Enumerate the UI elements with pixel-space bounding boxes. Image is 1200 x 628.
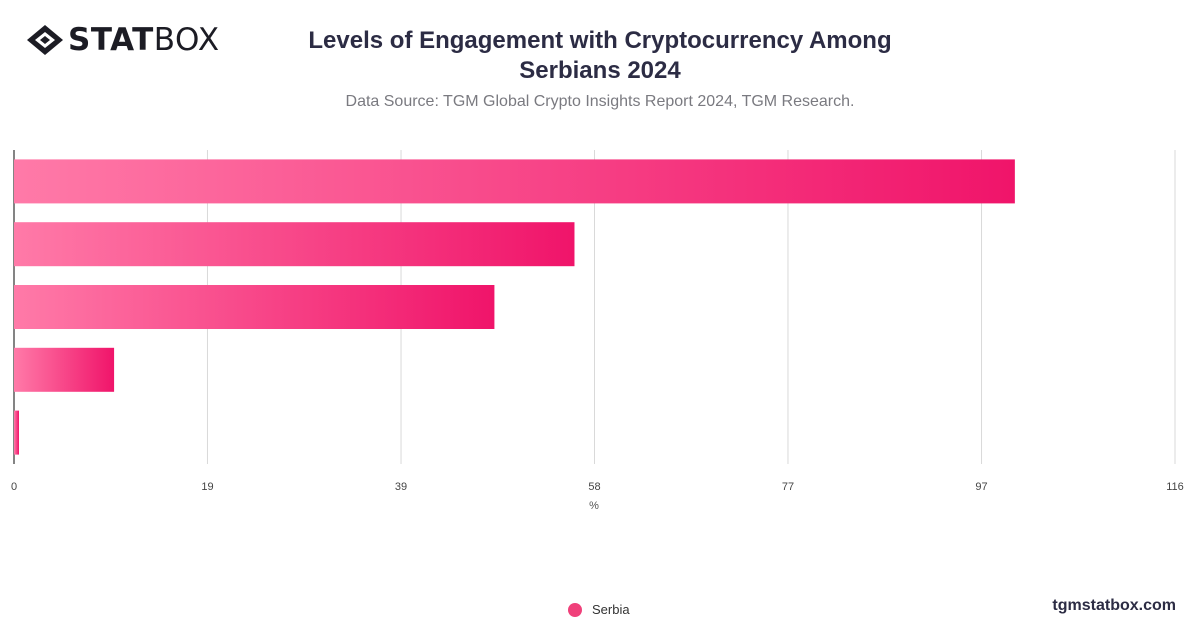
- x-tick-label: 116: [1166, 481, 1184, 493]
- x-axis-label: %: [589, 500, 599, 512]
- x-tick-label: 58: [588, 481, 600, 493]
- legend-label-serbia: Serbia: [592, 602, 630, 617]
- bar[interactable]: [14, 159, 1015, 204]
- bar-chart: 0 19 39 58 77 97 116 %: [11, 150, 1184, 512]
- x-tick-label: 19: [201, 481, 213, 493]
- logo-text-light: BOX: [153, 22, 220, 58]
- site-url: tgmstatbox.com: [1052, 597, 1176, 614]
- bar[interactable]: [14, 285, 495, 329]
- x-tick-label: 0: [11, 481, 17, 493]
- statbox-logo: STAT BOX: [26, 22, 220, 58]
- legend-marker-serbia: [568, 602, 582, 617]
- diamond-logo-icon: [27, 25, 63, 55]
- x-tick-label: 77: [782, 481, 794, 493]
- legend[interactable]: Serbia: [568, 602, 630, 617]
- chart-title-line-1: Levels of Engagement with Cryptocurrency…: [308, 27, 892, 54]
- x-tick-label: 39: [395, 481, 407, 493]
- chart-title: Levels of Engagement with Cryptocurrency…: [290, 26, 910, 86]
- bar[interactable]: [14, 347, 115, 392]
- chart-subtitle: Data Source: TGM Global Crypto Insights …: [345, 93, 855, 110]
- chart-title-line-2: Serbians 2024: [519, 57, 681, 84]
- x-tick-label: 97: [975, 481, 987, 493]
- logo-text-bold: STAT: [68, 22, 154, 58]
- bar[interactable]: [14, 222, 575, 267]
- bar[interactable]: [14, 410, 20, 455]
